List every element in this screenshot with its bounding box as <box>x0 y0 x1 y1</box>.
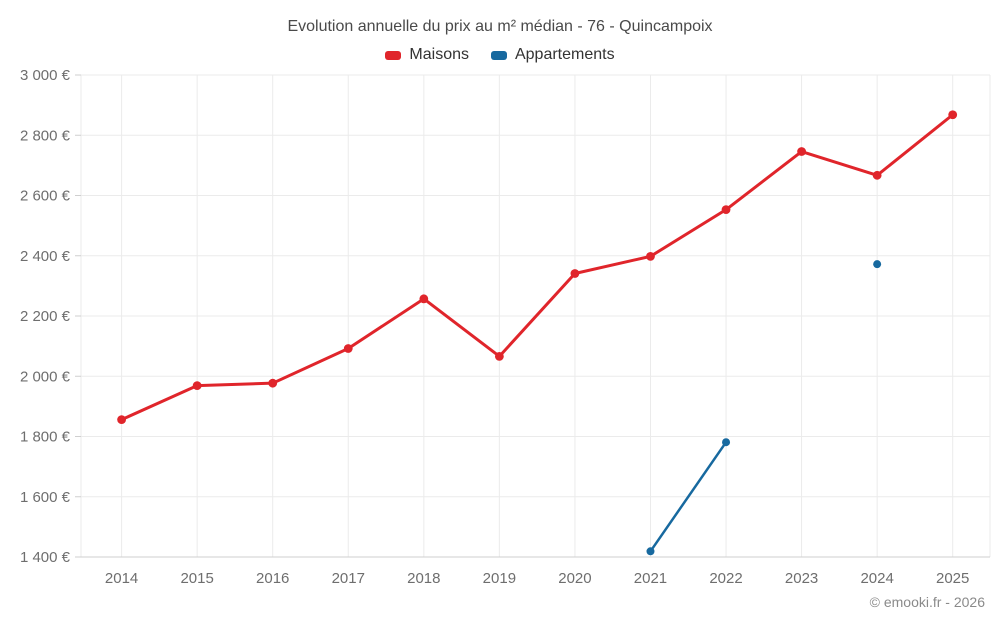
legend-item-maisons[interactable]: Maisons <box>385 46 469 64</box>
y-axis-label: 2 000 € <box>20 368 71 385</box>
legend-label-appartements: Appartements <box>514 46 615 63</box>
y-axis-label: 2 400 € <box>20 248 71 265</box>
copyright: © emooki.fr - 2026 <box>869 594 985 610</box>
x-axis-label: 2015 <box>180 570 213 587</box>
x-axis-label: 2025 <box>936 570 969 587</box>
data-point-maisons[interactable] <box>343 344 353 353</box>
data-point-appartements[interactable] <box>873 260 882 269</box>
y-axis-label: 1 600 € <box>20 489 71 506</box>
y-axis-label: 1 400 € <box>20 549 71 566</box>
y-axis-label: 3 000 € <box>20 67 71 84</box>
y-axis-label: 2 200 € <box>20 308 71 325</box>
x-axis-label: 2022 <box>709 570 742 587</box>
data-point-maisons[interactable] <box>948 110 958 120</box>
data-point-maisons[interactable] <box>419 294 429 304</box>
chart-legend: Maisons Appartements <box>0 46 1000 64</box>
x-axis-label: 2017 <box>332 570 365 587</box>
x-axis-label: 2019 <box>483 570 516 587</box>
data-point-maisons[interactable] <box>721 205 731 215</box>
series-line-appartements <box>649 440 728 553</box>
data-point-appartements[interactable] <box>722 438 731 447</box>
data-point-maisons[interactable] <box>646 251 655 261</box>
data-point-maisons[interactable] <box>268 378 278 388</box>
x-axis-label: 2021 <box>634 570 667 587</box>
y-axis-label: 1 800 € <box>20 429 71 446</box>
legend-item-appartements[interactable]: Appartements <box>490 46 615 64</box>
x-axis-label: 2016 <box>256 570 289 587</box>
x-axis-label: 2018 <box>407 570 440 587</box>
chart-title: Evolution annuelle du prix au m² médian … <box>287 18 713 35</box>
series-line-maisons <box>120 113 955 422</box>
data-point-maisons[interactable] <box>872 170 882 180</box>
x-axis-label: 2020 <box>558 570 591 587</box>
data-point-maisons[interactable] <box>192 381 202 390</box>
data-point-maisons[interactable] <box>570 269 580 278</box>
data-point-appartements[interactable] <box>646 547 655 556</box>
data-point-maisons[interactable] <box>117 415 126 425</box>
x-axis-label: 2024 <box>860 570 893 587</box>
x-axis-label: 2023 <box>785 570 818 587</box>
y-axis-label: 2 800 € <box>20 127 71 144</box>
legend-swatch-maisons-icon <box>385 50 402 60</box>
data-point-maisons[interactable] <box>494 351 504 361</box>
x-axis-label: 2014 <box>105 570 138 587</box>
data-point-maisons[interactable] <box>797 147 806 156</box>
legend-label-maisons: Maisons <box>409 46 469 63</box>
y-axis-label: 2 600 € <box>20 188 71 205</box>
legend-swatch-appartements-icon <box>490 50 507 60</box>
